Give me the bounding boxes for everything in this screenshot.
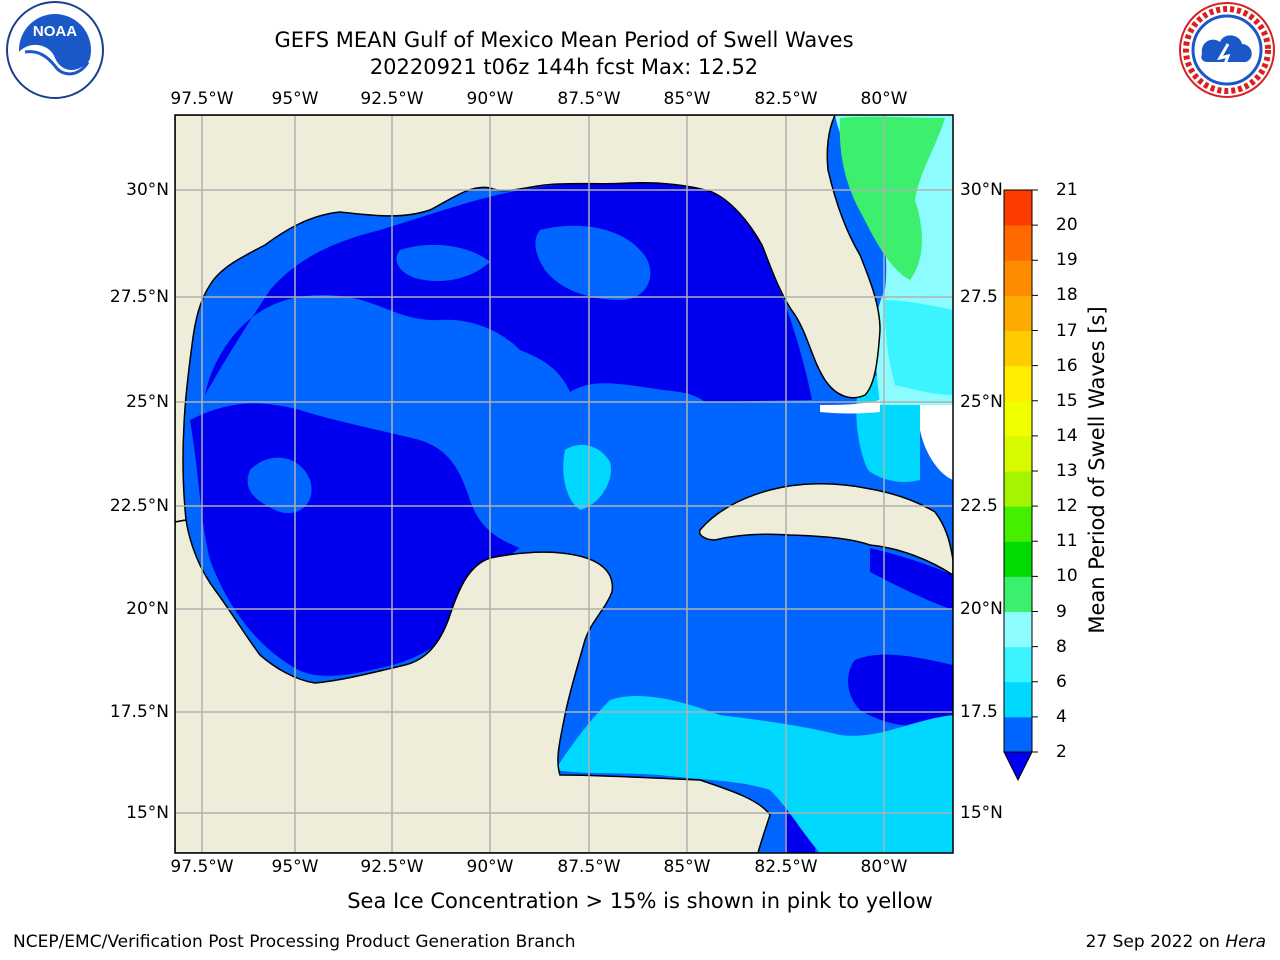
colorbar-segment: [1004, 541, 1032, 577]
longitude-label: 90°W: [466, 89, 514, 109]
longitude-label: 80°W: [860, 89, 908, 109]
latitude-label: 15°N: [126, 803, 169, 823]
latitude-label: 17.5°N: [109, 702, 169, 722]
longitude-label: 85°W: [663, 857, 711, 877]
longitude-label: 95°W: [271, 857, 319, 877]
latitude-label: 22.5°N: [109, 496, 169, 516]
colorbar-level-label: 9: [1056, 601, 1067, 622]
swell-zone-4-6s: [563, 444, 611, 510]
colorbar-segment: [1004, 225, 1032, 261]
map-frame: [174, 114, 954, 854]
footer-date-text: 27 Sep 2022 on: [1085, 932, 1226, 952]
colorbar-segment: [1004, 330, 1032, 367]
latitude-label: 30°N: [960, 180, 1003, 200]
swell-zone-6-8s: [884, 300, 953, 395]
colorbar-level-label: 12: [1056, 496, 1078, 517]
colorbar-segment: [1004, 365, 1032, 402]
colorbar-segment: [1004, 506, 1032, 542]
colorbar-segment: [1004, 295, 1032, 331]
land-bahamas: [920, 405, 953, 480]
longitude-label: 85°W: [663, 89, 711, 109]
colorbar-level-label: 10: [1056, 566, 1078, 587]
colorbar-level-label: 4: [1056, 706, 1067, 727]
longitude-label: 92.5°W: [360, 857, 424, 877]
colorbar-segment: [1004, 646, 1032, 683]
map-subtitle: 20220921 t06z 144h fcst Max: 12.52: [369, 55, 759, 79]
colorbar-level-label: 13: [1056, 461, 1078, 481]
colorbar-level-label: 8: [1056, 636, 1067, 657]
colorbar-level-label: 15: [1056, 390, 1078, 411]
longitude-label: 82.5°W: [754, 89, 818, 109]
colorbar-segment: [1004, 471, 1032, 507]
colorbar-segment: [1004, 260, 1032, 296]
map-title: GEFS MEAN Gulf of Mexico Mean Period of …: [274, 28, 854, 52]
longitude-label: 97.5°W: [170, 857, 234, 877]
latitude-label: 20°N: [126, 599, 169, 619]
colorbar-level-label: 18: [1056, 285, 1078, 306]
nws-logo: [1179, 2, 1275, 98]
latitude-label: 27.5°N: [109, 287, 169, 307]
longitude-label: 95°W: [271, 89, 319, 109]
land-florida-keys-fill: [820, 400, 880, 414]
latitude-label: 22.5: [960, 496, 998, 516]
colorbar-segment: [1004, 716, 1032, 753]
colorbar-segment: [1004, 400, 1032, 437]
footer-host: Hera: [1225, 932, 1266, 952]
footer-date: 27 Sep 2022 on Hera: [1086, 932, 1266, 952]
latitude-label: 25°N: [960, 392, 1003, 412]
colorbar-level-label: 6: [1056, 671, 1067, 692]
colorbar-level-label: 20: [1056, 215, 1078, 236]
latitude-label: 25°N: [126, 392, 169, 412]
colorbar-under-extension: [1003, 751, 1033, 782]
colorbar-segment: [1004, 681, 1032, 718]
colorbar-level-label: 2: [1056, 742, 1067, 762]
swell-zone-2-4s: [535, 225, 651, 300]
longitude-label: 82.5°W: [754, 857, 818, 877]
colorbar-level-label: 19: [1056, 250, 1078, 271]
longitude-label: 87.5°W: [557, 89, 621, 109]
colorbar-level-label: 11: [1056, 531, 1078, 552]
swell-zone-under-2s: [205, 181, 812, 402]
swell-zone-under-2s: [870, 548, 953, 610]
land-usa: [175, 115, 881, 523]
colorbar-segment: [1004, 576, 1032, 612]
colorbar-title: Mean Period of Swell Waves [s]: [1085, 306, 1109, 634]
latitude-label: 20°N: [960, 599, 1003, 619]
colorbar-segment: [1004, 190, 1032, 226]
noaa-logo: NOAA: [6, 1, 104, 99]
colorbar-level-label: 17: [1056, 320, 1078, 341]
footer-credit: NCEP/EMC/Verification Post Processing Pr…: [13, 932, 576, 952]
colorbar-level-label: 16: [1056, 355, 1078, 376]
longitude-label: 87.5°W: [557, 857, 621, 877]
latitude-label: 30°N: [126, 180, 169, 200]
longitude-label: 90°W: [466, 857, 514, 877]
swell-zone-9-10s: [839, 116, 945, 281]
svg-text:NOAA: NOAA: [33, 23, 77, 40]
latitude-label: 17.5: [960, 702, 998, 722]
colorbar-segment: [1004, 435, 1032, 472]
land-mexico: [175, 519, 771, 853]
swell-zone-under-2s: [848, 654, 953, 726]
sea-ice-caption: Sea Ice Concentration > 15% is shown in …: [347, 889, 933, 913]
longitude-label: 80°W: [860, 857, 908, 877]
swell-zone-2-4s: [396, 244, 490, 282]
longitude-label: 92.5°W: [360, 89, 424, 109]
longitude-label: 97.5°W: [170, 89, 234, 109]
colorbar: [1003, 189, 1038, 782]
colorbar-level-label: 21: [1056, 180, 1078, 200]
graticule: [175, 115, 953, 853]
latitude-label: 27.5: [960, 287, 998, 307]
latitude-label: 15°N: [960, 803, 1003, 823]
colorbar-level-label: 14: [1056, 425, 1078, 446]
colorbar-segment: [1004, 611, 1032, 648]
